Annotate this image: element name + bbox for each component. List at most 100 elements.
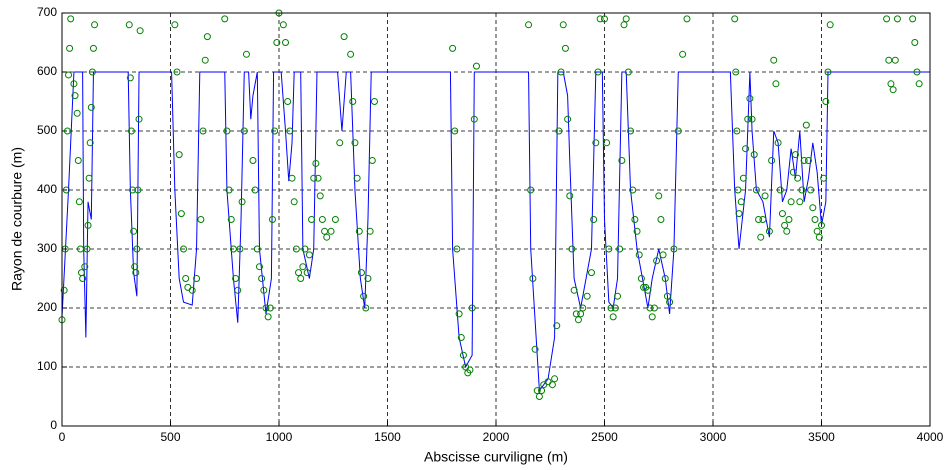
data-point <box>603 139 611 147</box>
data-point <box>327 227 335 235</box>
data-point <box>564 115 572 123</box>
data-point <box>915 80 923 88</box>
data-point <box>891 56 899 64</box>
data-point <box>125 21 133 29</box>
data-point <box>798 186 806 194</box>
data-point <box>355 227 363 235</box>
data-point <box>661 275 669 282</box>
data-point <box>284 98 292 105</box>
data-point <box>796 198 804 206</box>
y-tick-label: 700 <box>37 5 57 19</box>
data-point <box>822 98 830 105</box>
data-point <box>74 157 82 164</box>
data-point <box>318 216 326 223</box>
data-point <box>529 275 537 282</box>
data-point <box>635 251 643 259</box>
data-point <box>130 227 138 235</box>
data-point <box>824 68 832 76</box>
data-point <box>255 263 263 271</box>
data-point <box>594 68 602 76</box>
data-point <box>813 227 821 235</box>
data-point <box>199 127 207 135</box>
data-point <box>459 351 467 359</box>
data-point <box>666 298 674 306</box>
data-point <box>182 275 190 282</box>
data-point <box>134 186 142 194</box>
data-point <box>171 21 179 29</box>
data-point <box>223 127 231 135</box>
data-point <box>883 15 891 23</box>
data-point <box>742 145 750 153</box>
data-point <box>297 275 305 282</box>
data-point <box>316 192 324 200</box>
data-point <box>78 269 86 277</box>
data-point <box>472 62 480 70</box>
data-point <box>802 121 810 129</box>
data-point <box>453 245 461 253</box>
data-point <box>197 216 205 223</box>
data-point <box>674 127 682 135</box>
data-point <box>81 263 89 271</box>
data-point <box>768 157 776 164</box>
data-point <box>794 174 802 182</box>
data-point <box>783 227 791 235</box>
data-point <box>781 221 789 229</box>
data-point <box>238 198 246 206</box>
data-point <box>180 245 188 253</box>
data-point <box>614 292 622 300</box>
data-point <box>258 275 266 282</box>
data-point <box>605 245 613 253</box>
data-point <box>609 313 617 321</box>
data-point <box>264 313 272 321</box>
data-point <box>314 174 322 182</box>
data-point <box>353 174 361 182</box>
data-point <box>364 275 372 282</box>
x-tick-label: 1000 <box>266 430 293 444</box>
data-point <box>89 44 97 52</box>
data-point <box>470 115 478 123</box>
data-point <box>299 263 307 271</box>
data-point <box>570 286 578 294</box>
data-point <box>815 233 823 241</box>
data-point <box>807 186 815 194</box>
x-tick-label: 0 <box>59 430 66 444</box>
data-point <box>295 269 303 277</box>
data-point <box>236 245 244 253</box>
data-point <box>225 186 233 194</box>
data-point <box>755 216 763 223</box>
data-point <box>133 245 141 253</box>
data-point <box>347 50 355 58</box>
data-point <box>765 227 773 235</box>
data-point <box>234 286 242 294</box>
data-point <box>366 227 374 235</box>
data-point <box>553 322 561 330</box>
data-point <box>76 245 84 253</box>
x-tick-label: 2000 <box>483 430 510 444</box>
data-point <box>650 304 658 312</box>
data-point <box>759 216 767 223</box>
data-point <box>772 80 780 88</box>
data-point <box>449 44 457 52</box>
data-point <box>820 174 828 182</box>
data-point <box>583 292 591 300</box>
data-point <box>71 92 79 100</box>
data-point <box>752 186 760 194</box>
data-point <box>627 127 635 135</box>
data-point <box>240 127 248 135</box>
data-point <box>525 21 533 29</box>
data-point <box>776 186 784 194</box>
data-point <box>826 21 834 29</box>
data-point <box>360 292 368 300</box>
data-point <box>731 15 739 23</box>
data-point <box>618 157 626 164</box>
data-point <box>85 174 93 182</box>
y-tick-label: 200 <box>37 300 57 314</box>
data-point <box>909 15 917 23</box>
data-point <box>357 269 365 277</box>
data-point <box>288 174 296 182</box>
data-point <box>572 310 580 318</box>
data-point <box>607 304 615 312</box>
data-point <box>885 56 893 64</box>
data-point <box>262 304 270 312</box>
